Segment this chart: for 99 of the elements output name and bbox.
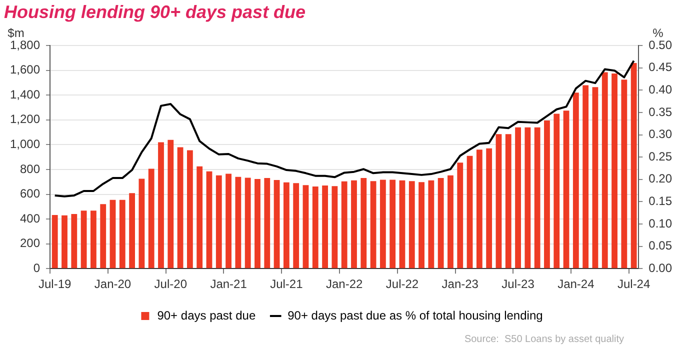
bar xyxy=(196,166,203,268)
bar xyxy=(563,110,570,268)
bar xyxy=(534,127,540,268)
bar xyxy=(428,180,434,268)
y-tick-label: 1,400 xyxy=(10,87,40,102)
bar xyxy=(582,85,589,268)
x-tick-label: Jan-24 xyxy=(558,277,595,292)
bar xyxy=(457,162,464,268)
legend-label: 90+ days past due xyxy=(157,308,256,322)
bar xyxy=(216,175,222,268)
bar xyxy=(186,150,193,268)
y-tick-label: 0 xyxy=(33,260,40,275)
bar xyxy=(486,148,492,268)
bar xyxy=(476,150,482,268)
bar xyxy=(408,181,415,268)
bar xyxy=(235,176,242,268)
y2-tick-label: 0.30 xyxy=(648,127,672,142)
bar xyxy=(148,168,154,268)
bar xyxy=(302,185,309,268)
y2-tick-label: 0.05 xyxy=(648,238,672,253)
y2-tick-label: 0.20 xyxy=(648,172,672,186)
y2-tick-label: 0.15 xyxy=(648,194,672,208)
chart-title: Housing lending 90+ days past due xyxy=(4,2,306,22)
bar xyxy=(602,72,608,268)
bar xyxy=(71,214,78,268)
bar xyxy=(80,210,87,268)
bar xyxy=(592,87,598,268)
bar xyxy=(264,178,270,268)
bar xyxy=(370,181,376,268)
bar xyxy=(621,80,628,268)
bar xyxy=(100,204,106,268)
bar xyxy=(226,174,232,268)
bar xyxy=(138,178,145,268)
y2-tick-label: 0.50 xyxy=(648,38,672,52)
bar xyxy=(293,183,300,268)
bar xyxy=(168,140,174,268)
bar xyxy=(572,92,579,268)
bar xyxy=(274,180,280,268)
y2-tick-label: 0.40 xyxy=(648,82,672,97)
y2-tick-label: 0.00 xyxy=(648,260,672,275)
x-tick-label: Jul-22 xyxy=(386,277,419,292)
y2-tick-label: 0.35 xyxy=(648,104,672,119)
bar xyxy=(466,156,473,268)
source-note: Source: S50 Loans by asset quality xyxy=(464,334,624,345)
y-tick-label: 800 xyxy=(20,162,40,176)
x-tick-label: Jul-23 xyxy=(502,277,535,292)
bar xyxy=(554,114,560,268)
x-tick-label: Jan-22 xyxy=(326,277,364,292)
x-tick-label: Jul-19 xyxy=(38,277,72,292)
bar xyxy=(418,182,424,268)
y2-tick-label: 0.10 xyxy=(648,216,672,230)
legend-label: 90+ days past due as % of total housing lending xyxy=(288,308,543,322)
y2-tick-label: 0.25 xyxy=(648,149,672,164)
x-tick-label: Jan-23 xyxy=(442,277,479,292)
x-tick-label: Jan-20 xyxy=(94,277,132,292)
bar xyxy=(90,210,96,268)
bar xyxy=(496,134,502,268)
bar xyxy=(254,179,260,268)
x-tick-label: Jul-21 xyxy=(270,277,304,292)
bar xyxy=(177,147,184,268)
bar xyxy=(351,180,357,268)
y-tick-label: 400 xyxy=(20,211,40,226)
bar xyxy=(158,142,164,268)
bar xyxy=(322,185,328,268)
bar xyxy=(283,182,290,268)
x-tick-label: Jan-21 xyxy=(210,277,248,292)
bar xyxy=(612,73,618,268)
bar xyxy=(399,180,406,268)
bar xyxy=(119,200,126,268)
x-tick-label: Jul-20 xyxy=(154,277,188,292)
y-tick-label: 1,800 xyxy=(10,38,40,52)
bar xyxy=(129,193,135,268)
y2-axis-title: % xyxy=(652,26,664,40)
bar xyxy=(505,134,512,268)
y-tick-label: 1,600 xyxy=(10,62,40,77)
bar xyxy=(341,181,348,268)
bar xyxy=(62,215,68,268)
y-tick-label: 1,000 xyxy=(10,137,40,152)
y-tick-label: 600 xyxy=(20,186,40,201)
bar xyxy=(544,120,550,268)
bar xyxy=(390,180,396,268)
bar xyxy=(110,200,116,268)
bar xyxy=(332,186,338,268)
bar xyxy=(448,175,454,268)
bar xyxy=(206,171,212,268)
bar xyxy=(630,62,637,268)
bar xyxy=(515,127,521,268)
bar xyxy=(312,186,318,268)
y-tick-label: 1,200 xyxy=(10,112,40,126)
bar xyxy=(380,180,386,268)
bar xyxy=(438,178,444,268)
bar xyxy=(244,178,251,268)
bar xyxy=(52,214,58,268)
y-axis-title: $m xyxy=(8,26,24,40)
bar xyxy=(360,178,367,268)
x-tick-label: Jul-24 xyxy=(617,277,650,292)
y-tick-label: 200 xyxy=(20,236,40,250)
y2-tick-label: 0.45 xyxy=(648,60,672,74)
bar xyxy=(524,127,531,268)
